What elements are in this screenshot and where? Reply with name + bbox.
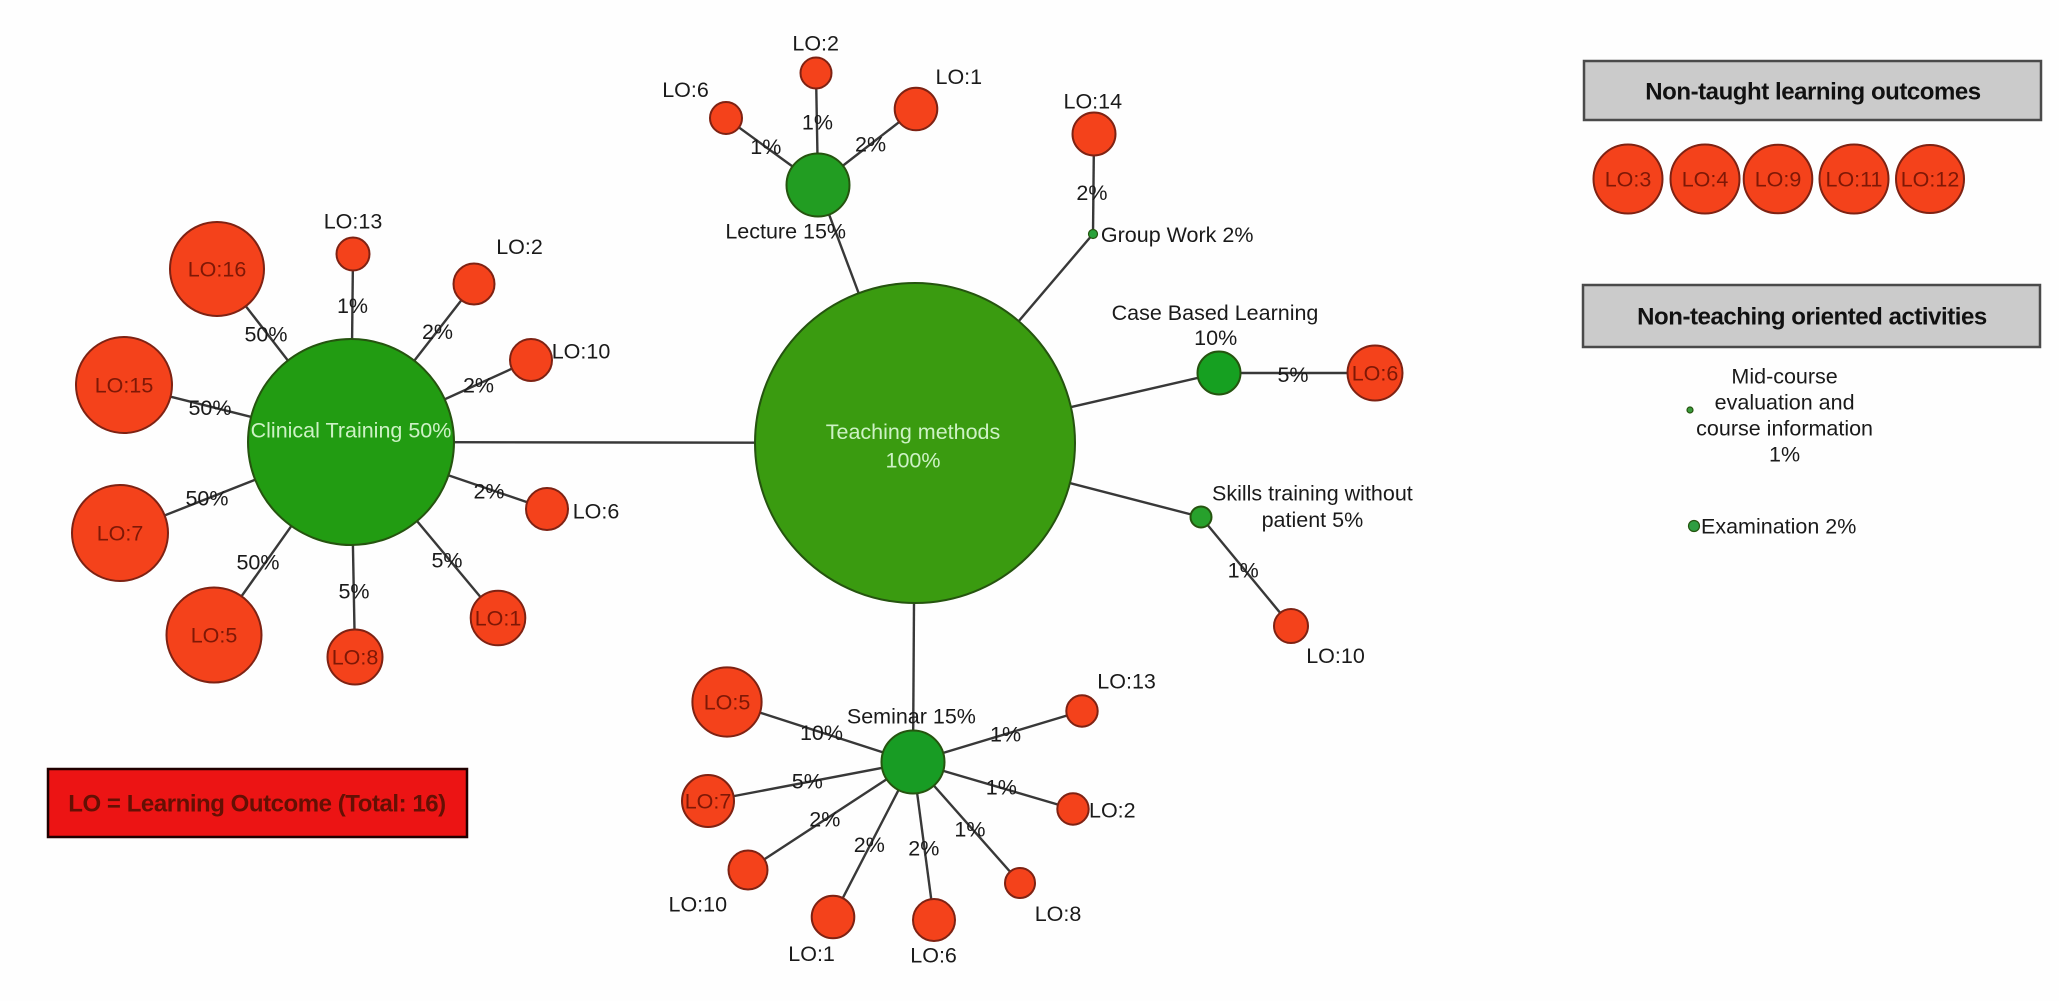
svg-text:2%: 2%	[1076, 181, 1107, 205]
svg-text:LO:6: LO:6	[1352, 362, 1399, 386]
svg-text:1%: 1%	[1769, 443, 1800, 467]
svg-text:Case Based Learning: Case Based Learning	[1112, 301, 1319, 325]
svg-text:LO:8: LO:8	[1035, 902, 1082, 926]
svg-text:LO:10: LO:10	[552, 340, 611, 364]
svg-text:2%: 2%	[422, 320, 453, 344]
svg-text:2%: 2%	[908, 836, 939, 860]
svg-text:LO:6: LO:6	[910, 944, 957, 968]
svg-text:patient 5%: patient 5%	[1262, 508, 1364, 532]
svg-text:LO:3: LO:3	[1605, 168, 1652, 192]
svg-text:Group Work 2%: Group Work 2%	[1101, 223, 1254, 247]
svg-text:LO:1: LO:1	[935, 65, 982, 89]
svg-text:2%: 2%	[809, 808, 840, 832]
svg-text:LO:11: LO:11	[1826, 168, 1883, 192]
svg-text:Skills training without: Skills training without	[1212, 482, 1413, 506]
svg-text:course information: course information	[1696, 416, 1873, 440]
svg-text:LO:2: LO:2	[792, 31, 839, 55]
svg-text:Clinical Training 50%: Clinical Training 50%	[251, 419, 452, 443]
svg-text:LO:5: LO:5	[191, 624, 238, 648]
svg-text:1%: 1%	[954, 818, 985, 842]
svg-text:LO:16: LO:16	[188, 258, 247, 282]
svg-text:5%: 5%	[338, 580, 369, 604]
svg-text:LO:14: LO:14	[1064, 90, 1123, 114]
svg-text:1%: 1%	[802, 110, 833, 134]
svg-text:50%: 50%	[188, 396, 231, 420]
svg-text:50%: 50%	[236, 551, 279, 575]
svg-text:2%: 2%	[855, 132, 886, 156]
svg-text:1%: 1%	[986, 775, 1017, 799]
svg-text:LO:13: LO:13	[324, 210, 383, 234]
svg-text:LO:8: LO:8	[332, 646, 379, 670]
svg-text:LO:5: LO:5	[704, 691, 751, 715]
svg-text:LO:1: LO:1	[788, 942, 835, 966]
svg-text:50%: 50%	[185, 487, 228, 511]
svg-text:LO:2: LO:2	[1089, 799, 1136, 823]
svg-text:LO:7: LO:7	[685, 790, 732, 814]
svg-text:Examination 2%: Examination 2%	[1701, 515, 1856, 539]
svg-text:10%: 10%	[1194, 326, 1237, 350]
svg-text:Lecture 15%: Lecture 15%	[725, 220, 846, 244]
svg-text:LO:7: LO:7	[97, 522, 144, 546]
svg-text:evaluation and: evaluation and	[1715, 390, 1855, 414]
svg-text:10%: 10%	[800, 721, 843, 745]
svg-text:LO:13: LO:13	[1097, 669, 1156, 693]
svg-text:1%: 1%	[750, 135, 781, 159]
svg-text:LO:12: LO:12	[1901, 168, 1960, 192]
svg-text:5%: 5%	[1277, 363, 1308, 387]
svg-text:Seminar 15%: Seminar 15%	[847, 705, 976, 729]
svg-text:LO:6: LO:6	[662, 78, 709, 102]
svg-text:1%: 1%	[990, 723, 1021, 747]
svg-text:100%: 100%	[886, 449, 941, 473]
svg-text:2%: 2%	[854, 833, 885, 857]
svg-text:5%: 5%	[431, 549, 462, 573]
svg-text:LO:10: LO:10	[1306, 644, 1365, 668]
svg-text:LO:4: LO:4	[1682, 168, 1729, 192]
svg-text:LO:1: LO:1	[475, 607, 522, 631]
svg-text:LO:2: LO:2	[496, 235, 543, 259]
svg-text:5%: 5%	[792, 770, 823, 794]
svg-text:Non-teaching oriented activiti: Non-teaching oriented activities	[1637, 303, 1987, 330]
svg-text:1%: 1%	[1228, 558, 1259, 582]
svg-text:Teaching methods: Teaching methods	[826, 420, 1001, 444]
svg-text:LO:6: LO:6	[573, 500, 620, 524]
svg-text:2%: 2%	[473, 480, 504, 504]
svg-text:LO = Learning Outcome (Total:: LO = Learning Outcome (Total: 16)	[68, 790, 445, 817]
svg-text:50%: 50%	[244, 323, 287, 347]
svg-text:LO:10: LO:10	[669, 892, 728, 916]
svg-text:1%: 1%	[337, 294, 368, 318]
svg-text:Non-taught learning outcomes: Non-taught learning outcomes	[1645, 78, 1981, 105]
svg-text:Mid-course: Mid-course	[1731, 364, 1837, 388]
svg-text:2%: 2%	[463, 374, 494, 398]
svg-text:LO:15: LO:15	[95, 374, 154, 398]
svg-text:LO:9: LO:9	[1755, 168, 1802, 192]
